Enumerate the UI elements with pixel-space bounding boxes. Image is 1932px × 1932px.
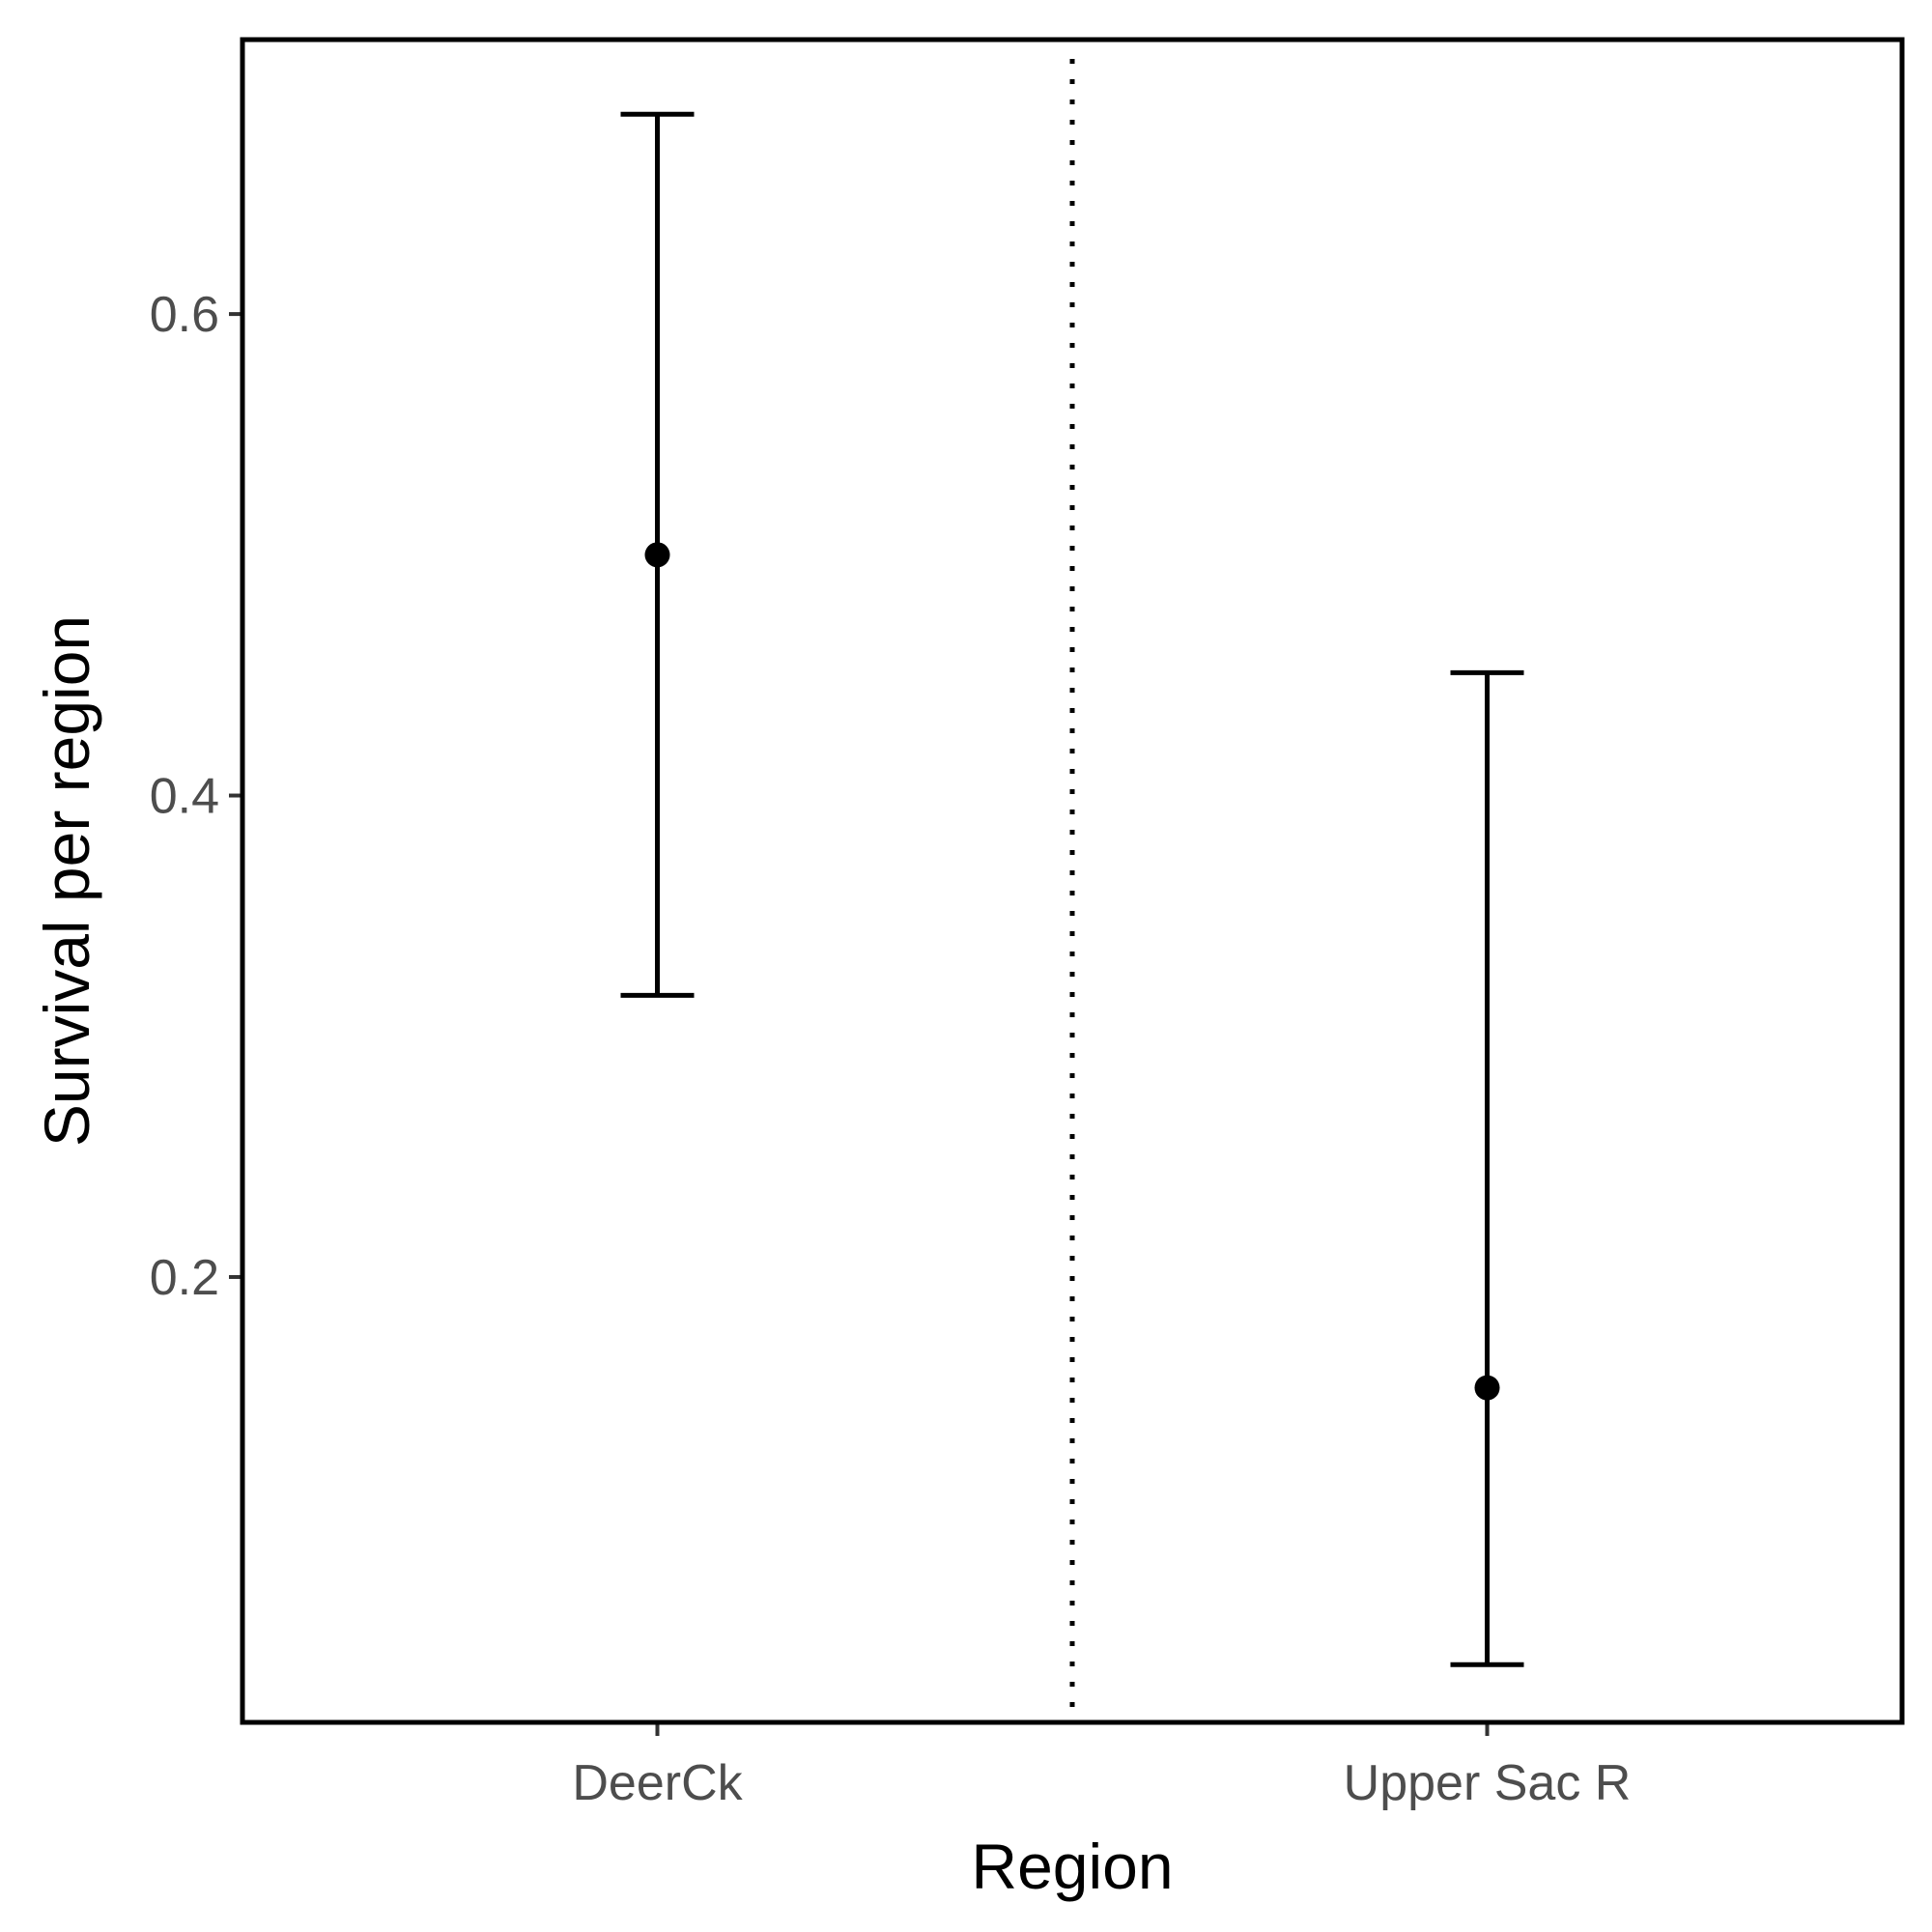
x-axis-title: Region <box>971 1831 1173 1902</box>
chart-marks <box>620 59 1524 1722</box>
y-tick-label: 0.2 <box>150 1250 219 1306</box>
estimate-point <box>644 542 670 568</box>
axis-ticks: 0.2 0.4 0.6 DeerCk Upper Sac R <box>150 287 1632 1811</box>
plot-panel-border <box>240 37 1905 1725</box>
y-tick-label: 0.4 <box>150 769 219 825</box>
x-tick-label: Upper Sac R <box>1344 1755 1632 1811</box>
x-tick-label: DeerCk <box>572 1755 743 1811</box>
y-axis-title: Survival per region <box>31 615 102 1147</box>
estimate-point <box>1474 1375 1500 1401</box>
y-tick-label: 0.6 <box>150 287 219 343</box>
